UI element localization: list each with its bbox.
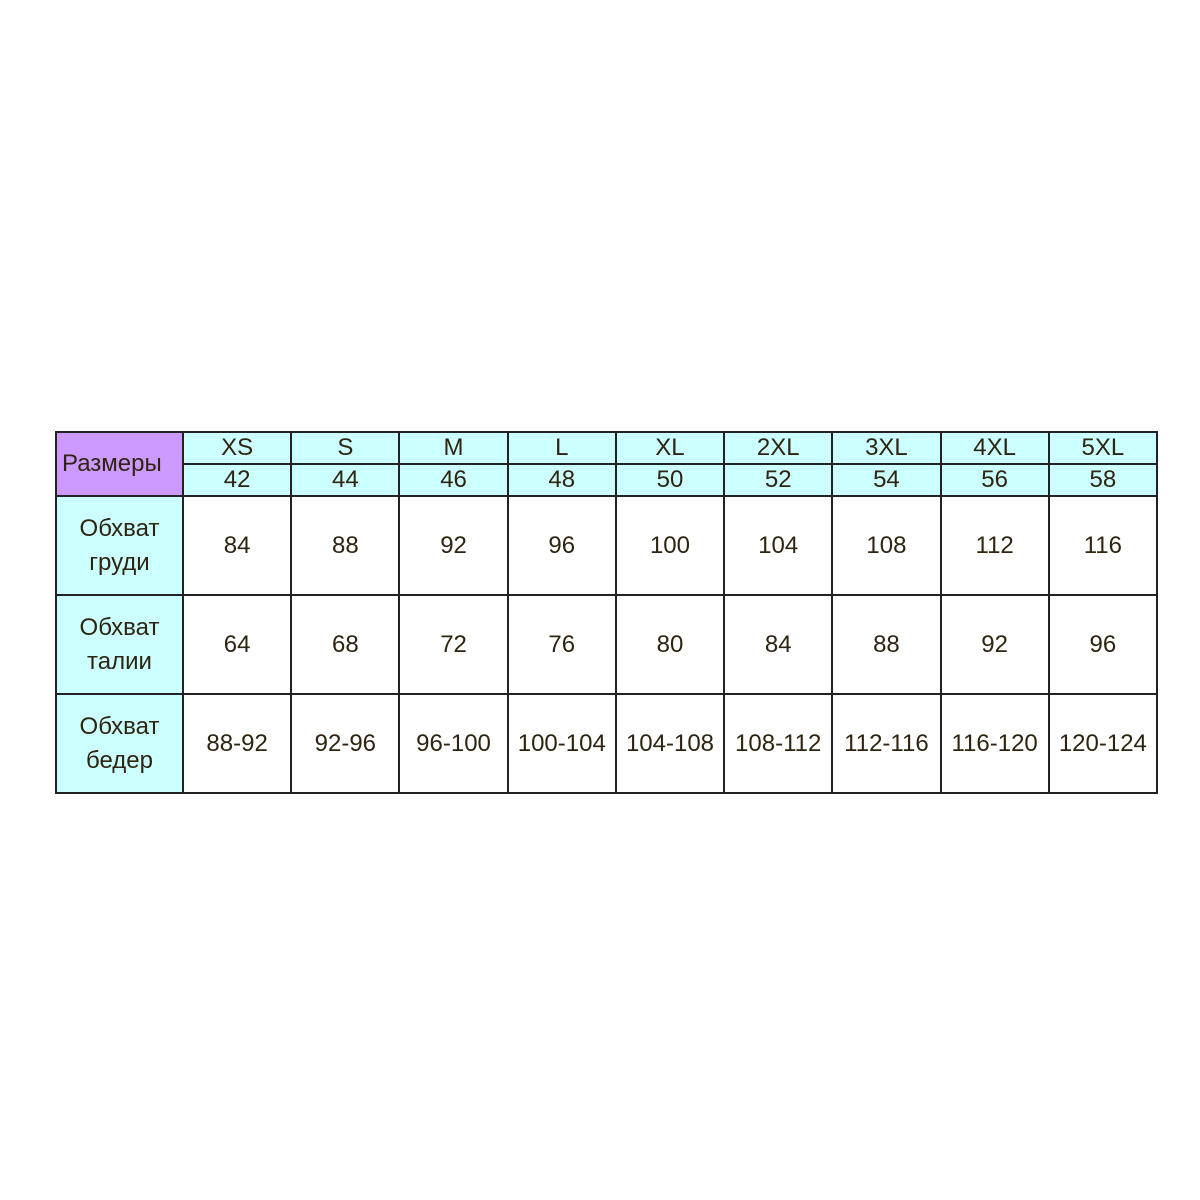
table-cell: 84 [181, 495, 293, 596]
ru-size-header: 54 [831, 463, 942, 497]
table-cell: 88-92 [181, 693, 293, 794]
size-header: S [290, 431, 401, 465]
table-cell: 92 [939, 594, 1050, 695]
ru-size-header: 44 [290, 463, 401, 497]
table-cell: 68 [290, 594, 401, 695]
row-label-line: Обхват [79, 613, 160, 641]
size-header: 2XL [723, 431, 834, 465]
table-cell: 96 [506, 495, 617, 596]
row-label-line: Обхват [79, 514, 160, 542]
size-header: M [398, 431, 509, 465]
table-cell: 116 [1047, 495, 1159, 596]
row-label-line: груди [89, 548, 150, 576]
table-cell: 104 [723, 495, 834, 596]
ru-size-header: 50 [614, 463, 726, 497]
table-cell: 84 [723, 594, 834, 695]
row-label: Обхват талии [55, 594, 184, 695]
ru-size-header: 58 [1047, 463, 1159, 497]
row-label: Обхват бедер [55, 693, 184, 794]
corner-label: Размеры [55, 431, 184, 497]
table-cell: 88 [290, 495, 401, 596]
table-row: Обхват талии 64 68 72 76 80 84 88 92 96 [55, 594, 1159, 695]
table-row: Обхват бедер 88-92 92-96 96-100 100-104 104-10… [55, 693, 1159, 794]
table-cell: 112-116 [831, 693, 942, 794]
table-cell: 100 [614, 495, 726, 596]
table-cell: 96 [1047, 594, 1159, 695]
header-row-sizes: Размеры XS S M L XL 2XL 3XL 4XL 5XL [55, 431, 1159, 497]
size-chart-table: Размеры XS S M L XL 2XL 3XL 4XL 5XL 42 44 46 48 50 52 54… [55, 431, 1159, 794]
table-cell: 112 [939, 495, 1050, 596]
row-label-line: талии [87, 647, 152, 675]
ru-size-header: 56 [939, 463, 1050, 497]
header-row-ru-sizes: 42 44 46 48 50 52 54 56 58 [56, 463, 1159, 497]
size-header: XL [614, 431, 726, 465]
size-header: L [506, 431, 617, 465]
table-cell: 88 [831, 594, 942, 695]
row-label: Обхват груди [55, 495, 184, 596]
table-cell: 108 [831, 495, 942, 596]
table-row: Обхват груди 84 88 92 96 100 104 108 112 116 [55, 495, 1159, 596]
ru-size-header: 46 [398, 463, 509, 497]
table-cell: 120-124 [1047, 693, 1159, 794]
size-header: XS [181, 431, 293, 465]
table-cell: 92 [398, 495, 509, 596]
row-label-line: бедер [86, 746, 153, 774]
table-cell: 92-96 [290, 693, 401, 794]
ru-size-header: 48 [506, 463, 617, 497]
ru-size-header: 42 [181, 463, 293, 497]
table-cell: 76 [506, 594, 617, 695]
table-cell: 72 [398, 594, 509, 695]
ru-size-header: 52 [723, 463, 834, 497]
table-cell: 116-120 [939, 693, 1050, 794]
table-cell: 80 [614, 594, 726, 695]
row-label-line: Обхват [79, 712, 160, 740]
table-cell: 100-104 [506, 693, 617, 794]
table-cell: 108-112 [723, 693, 834, 794]
table-cell: 104-108 [614, 693, 726, 794]
size-header: 4XL [939, 431, 1050, 465]
size-header: 3XL [831, 431, 942, 465]
size-header: 5XL [1047, 431, 1159, 465]
table-cell: 64 [181, 594, 293, 695]
table-cell: 96-100 [398, 693, 509, 794]
